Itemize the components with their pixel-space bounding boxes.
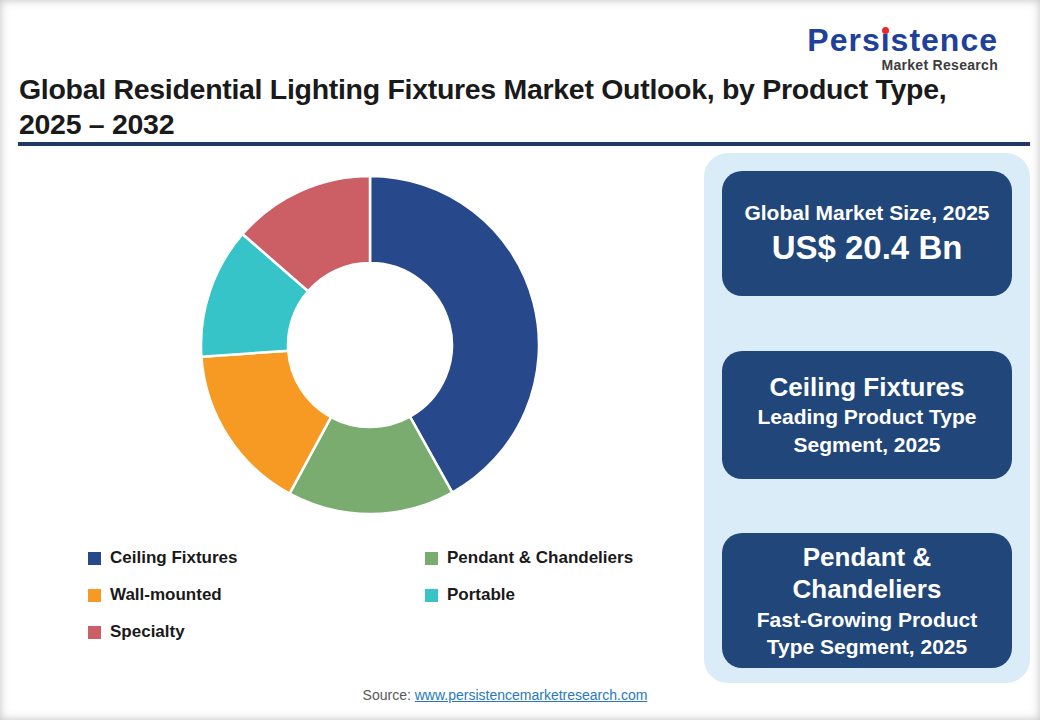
legend-swatch: [88, 626, 101, 639]
legend-label: Portable: [447, 585, 515, 605]
legend-item-ceiling-fixtures: Ceiling Fixtures: [88, 548, 238, 568]
market-size-label: Global Market Size, 2025: [744, 199, 989, 227]
fast-growing-segment-title: Pendant & Chandeliers: [736, 541, 998, 606]
title-underline: [18, 142, 1030, 146]
logo-subtitle: Market Research: [807, 57, 998, 73]
market-size-value: US$ 20.4 Bn: [772, 227, 963, 268]
source-link[interactable]: www.persistencemarketresearch.com: [415, 687, 648, 703]
donut-chart-svg: [180, 155, 560, 535]
legend-item-wall-mounted: Wall-mounted: [88, 585, 222, 605]
source-prefix: Source:: [363, 687, 415, 703]
logo: Persıstence Market Research: [807, 24, 998, 73]
legend-label: Pendant & Chandeliers: [447, 548, 633, 568]
leading-segment-title: Ceiling Fixtures: [769, 371, 964, 404]
fast-growing-segment-card: Pendant & Chandeliers Fast-Growing Produ…: [722, 533, 1012, 668]
legend-swatch: [425, 589, 438, 602]
legend-swatch: [425, 552, 438, 565]
logo-i-dot: [882, 27, 889, 34]
legend-swatch: [88, 552, 101, 565]
highlights-panel: Global Market Size, 2025 US$ 20.4 Bn Cei…: [704, 153, 1030, 683]
donut-chart: [180, 155, 560, 535]
legend-label: Specialty: [110, 622, 185, 642]
title-line1: Global Residential Lighting Fixtures Mar…: [19, 73, 946, 105]
title-line2: 2025 – 2032: [19, 108, 174, 140]
source-line: Source: www.persistencemarketresearch.co…: [363, 687, 648, 703]
market-size-card: Global Market Size, 2025 US$ 20.4 Bn: [722, 171, 1012, 296]
fast-growing-segment-subtitle: Fast-Growing Product Type Segment, 2025: [736, 606, 998, 661]
legend-label: Ceiling Fixtures: [110, 548, 238, 568]
legend-swatch: [88, 589, 101, 602]
legend-item-pendant-chandeliers: Pendant & Chandeliers: [425, 548, 633, 568]
legend-item-specialty: Specialty: [88, 622, 185, 642]
report-card: Persıstence Market Research Global Resid…: [0, 0, 1040, 720]
page-title: Global Residential Lighting Fixtures Mar…: [19, 72, 1019, 142]
leading-segment-subtitle: Leading Product Type Segment, 2025: [736, 403, 998, 458]
legend-item-portable: Portable: [425, 585, 515, 605]
legend-label: Wall-mounted: [110, 585, 222, 605]
leading-segment-card: Ceiling Fixtures Leading Product Type Se…: [722, 351, 1012, 479]
logo-wordmark: Persıstence: [807, 24, 998, 56]
